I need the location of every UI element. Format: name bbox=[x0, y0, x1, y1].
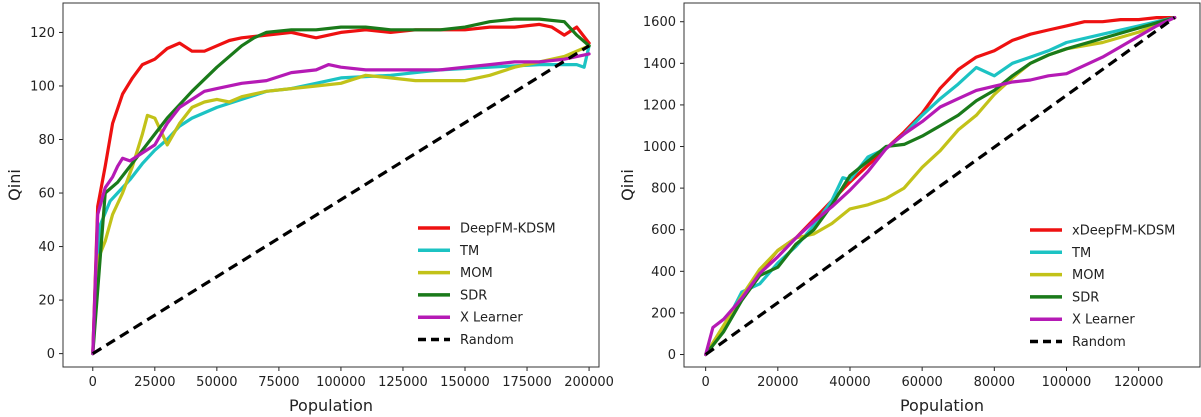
x-tick-label: 50000 bbox=[196, 375, 237, 390]
series-line-x-learner bbox=[91, 52, 591, 356]
y-tick-label: 600 bbox=[651, 223, 676, 238]
y-tick-label: 20 bbox=[38, 294, 55, 309]
plot-area bbox=[91, 17, 591, 356]
y-axis-ticks: 0 20 40 60 80 100 120 bbox=[30, 26, 63, 362]
x-tick-label: 40000 bbox=[829, 375, 870, 390]
chart-right: 0 20000 40000 60000 80000 100000 120000 0 200 400… bbox=[618, 2, 1201, 415]
legend-label: DeepFM-KDSM bbox=[460, 222, 556, 237]
y-tick-label: 1400 bbox=[643, 57, 676, 72]
legend-label: TM bbox=[459, 244, 479, 259]
legend-label: X Learner bbox=[460, 311, 523, 326]
x-axis-label: Population bbox=[900, 396, 984, 415]
x-tick-label: 25000 bbox=[134, 375, 175, 390]
legend-label: MOM bbox=[460, 266, 493, 281]
y-tick-label: 80 bbox=[38, 133, 55, 148]
x-tick-label: 75000 bbox=[258, 375, 299, 390]
x-tick-label: 125000 bbox=[378, 375, 428, 390]
y-tick-label: 60 bbox=[38, 187, 55, 202]
legend-label: SDR bbox=[460, 288, 487, 303]
x-tick-label: 0 bbox=[89, 375, 97, 390]
x-tick-label: 80000 bbox=[974, 375, 1015, 390]
series-line-random bbox=[91, 44, 590, 355]
y-tick-label: 100 bbox=[30, 79, 55, 94]
legend-label: SDR bbox=[1072, 290, 1099, 305]
y-tick-label: 40 bbox=[38, 240, 55, 255]
legend-label: MOM bbox=[1072, 268, 1105, 283]
y-axis-label: Qini bbox=[5, 169, 24, 201]
x-tick-label: 60000 bbox=[901, 375, 942, 390]
y-tick-label: 800 bbox=[651, 182, 676, 197]
legend-label: Random bbox=[460, 333, 514, 348]
series-line-random bbox=[704, 16, 1176, 356]
y-axis-label: Qini bbox=[618, 169, 637, 201]
y-tick-label: 0 bbox=[47, 347, 55, 362]
y-tick-label: 400 bbox=[651, 265, 676, 280]
y-tick-label: 0 bbox=[668, 348, 676, 363]
x-tick-label: 200000 bbox=[564, 375, 614, 390]
legend-label: Random bbox=[1072, 335, 1126, 350]
y-tick-label: 1000 bbox=[643, 140, 676, 155]
x-tick-label: 20000 bbox=[757, 375, 798, 390]
series-line-sdr bbox=[91, 17, 591, 356]
x-tick-label: 175000 bbox=[502, 375, 552, 390]
legend-label: X Learner bbox=[1072, 313, 1135, 328]
y-axis-ticks: 0 200 400 600 800 1000 1200 1400 1600 bbox=[643, 15, 684, 363]
legend: xDeepFM-KDSM TM MOM SDR X Learner Random bbox=[1030, 224, 1175, 350]
series-line-sdr bbox=[704, 16, 1177, 357]
x-axis-ticks: 0 20000 40000 60000 80000 100000 120000 bbox=[702, 367, 1164, 390]
x-tick-label: 100000 bbox=[1042, 375, 1092, 390]
x-axis-label: Population bbox=[289, 396, 373, 415]
x-tick-label: 120000 bbox=[1114, 375, 1164, 390]
legend-label: xDeepFM-KDSM bbox=[1072, 224, 1175, 239]
plot-frame bbox=[62, 2, 600, 368]
plot-frame bbox=[683, 2, 1201, 368]
legend: DeepFM-KDSM TM MOM SDR X Learner Random bbox=[418, 222, 556, 348]
x-axis-ticks: 0 25000 50000 75000 100000 125000 150000 175000… bbox=[89, 367, 614, 390]
y-tick-label: 1600 bbox=[643, 15, 676, 30]
x-tick-label: 100000 bbox=[316, 375, 366, 390]
plot-area bbox=[704, 16, 1177, 357]
x-tick-label: 0 bbox=[702, 375, 710, 390]
series-line-x-learner bbox=[704, 16, 1177, 357]
y-tick-label: 1200 bbox=[643, 98, 676, 113]
y-tick-label: 120 bbox=[30, 26, 55, 41]
y-tick-label: 200 bbox=[651, 306, 676, 321]
series-line-deepfm-kdsm bbox=[91, 22, 591, 356]
series-line-mom bbox=[91, 44, 591, 356]
x-tick-label: 150000 bbox=[440, 375, 490, 390]
chart-left: 0 25000 50000 75000 100000 125000 150000 175000… bbox=[5, 2, 614, 415]
legend-label: TM bbox=[1071, 246, 1091, 261]
